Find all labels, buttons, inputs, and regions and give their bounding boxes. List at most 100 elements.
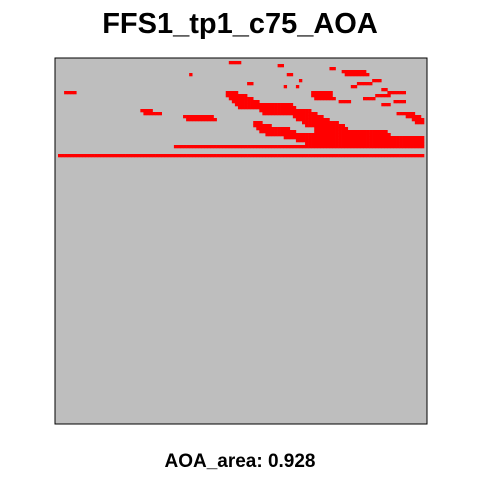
- outside-aoa-cell: [58, 154, 62, 158]
- outside-aoa-cell: [259, 109, 263, 113]
- outside-aoa-cell: [335, 154, 339, 158]
- outside-aoa-cell: [402, 112, 406, 116]
- outside-aoa-cell: [247, 106, 251, 110]
- outside-aoa-cell: [384, 145, 388, 149]
- outside-aoa-cell: [262, 145, 266, 149]
- outside-aoa-cell: [170, 154, 175, 158]
- outside-aoa-cell: [302, 118, 306, 122]
- outside-aoa-cell: [210, 118, 214, 122]
- outside-aoa-cell: [286, 73, 291, 77]
- outside-aoa-cell: [308, 139, 312, 143]
- outside-aoa-cell: [225, 154, 230, 158]
- outside-aoa-cell: [329, 139, 333, 143]
- outside-aoa-cell: [305, 142, 309, 146]
- outside-aoa-cell: [241, 154, 245, 158]
- outside-aoa-cell: [268, 133, 272, 137]
- outside-aoa-cell: [146, 154, 150, 158]
- outside-aoa-cell: [372, 133, 376, 137]
- outside-aoa-cell: [363, 82, 367, 86]
- outside-aoa-cell: [237, 145, 242, 149]
- outside-aoa-cell: [244, 94, 248, 98]
- outside-aoa-cell: [295, 133, 300, 137]
- outside-aoa-cell: [411, 139, 416, 143]
- outside-aoa-cell: [91, 154, 95, 158]
- outside-aoa-cell: [353, 154, 358, 158]
- outside-aoa-cell: [244, 97, 248, 101]
- outside-aoa-cell: [158, 154, 162, 158]
- outside-aoa-cell: [329, 67, 333, 71]
- outside-aoa-cell: [384, 130, 388, 134]
- outside-aoa-cell: [79, 154, 83, 158]
- outside-aoa-cell: [234, 103, 239, 107]
- outside-aoa-cell: [350, 130, 355, 134]
- outside-aoa-cell: [314, 112, 318, 116]
- outside-aoa-cell: [286, 133, 291, 137]
- outside-aoa-cell: [237, 94, 242, 98]
- outside-aoa-cell: [149, 112, 153, 116]
- outside-aoa-cell: [335, 139, 339, 143]
- outside-aoa-cell: [359, 139, 364, 143]
- outside-aoa-cell: [390, 154, 394, 158]
- outside-aoa-cell: [399, 139, 403, 143]
- outside-aoa-cell: [271, 133, 275, 137]
- outside-aoa-cell: [195, 154, 199, 158]
- outside-aoa-cell: [372, 142, 376, 146]
- outside-aoa-cell: [259, 145, 263, 149]
- outside-aoa-cell: [366, 82, 370, 86]
- outside-aoa-cell: [396, 136, 400, 140]
- outside-aoa-cell: [317, 118, 321, 122]
- outside-aoa-cell: [408, 112, 413, 116]
- outside-aoa-cell: [353, 70, 358, 74]
- outside-aoa-cell: [152, 112, 156, 116]
- outside-aoa-cell: [366, 133, 370, 137]
- outside-aoa-cell: [265, 124, 269, 128]
- outside-aoa-cell: [384, 94, 388, 98]
- outside-aoa-cell: [393, 145, 397, 149]
- outside-aoa-cell: [393, 136, 397, 140]
- outside-aoa-cell: [311, 91, 315, 95]
- outside-aoa-cell: [326, 97, 330, 101]
- outside-aoa-cell: [408, 154, 413, 158]
- outside-aoa-cell: [265, 133, 269, 137]
- outside-aoa-cell: [250, 106, 254, 110]
- outside-aoa-cell: [277, 127, 281, 131]
- outside-aoa-cell: [414, 142, 419, 146]
- outside-aoa-cell: [143, 112, 147, 116]
- outside-aoa-cell: [286, 103, 291, 107]
- outside-aoa-cell: [363, 154, 367, 158]
- outside-aoa-cell: [256, 127, 260, 131]
- outside-aoa-cell: [204, 118, 208, 122]
- outside-aoa-cell: [329, 142, 333, 146]
- outside-aoa-cell: [353, 145, 358, 149]
- outside-aoa-cell: [271, 103, 275, 107]
- outside-aoa-cell: [308, 142, 312, 146]
- outside-aoa-cell: [384, 136, 388, 140]
- outside-aoa-cell: [308, 112, 312, 116]
- outside-aoa-cell: [298, 154, 303, 158]
- outside-aoa-cell: [350, 145, 355, 149]
- outside-aoa-cell: [295, 145, 300, 149]
- outside-aoa-cell: [265, 106, 269, 110]
- outside-aoa-cell: [317, 94, 321, 98]
- outside-aoa-cell: [280, 127, 284, 131]
- outside-aoa-cell: [381, 142, 385, 146]
- outside-aoa-cell: [308, 109, 312, 113]
- outside-aoa-cell: [305, 154, 309, 158]
- outside-aoa-cell: [344, 73, 349, 77]
- outside-aoa-cell: [353, 133, 358, 137]
- outside-aoa-cell: [234, 61, 239, 65]
- outside-aoa-cell: [335, 145, 339, 149]
- outside-aoa-cell: [247, 97, 251, 101]
- outside-aoa-cell: [375, 136, 379, 140]
- outside-aoa-cell: [323, 118, 327, 122]
- outside-aoa-cell: [280, 154, 284, 158]
- outside-aoa-cell: [256, 145, 260, 149]
- outside-aoa-cell: [259, 106, 263, 110]
- outside-aoa-cell: [231, 94, 236, 98]
- outside-aoa-cell: [332, 133, 336, 137]
- outside-aoa-cell: [381, 139, 385, 143]
- outside-aoa-cell: [241, 97, 245, 101]
- outside-aoa-cell: [320, 91, 324, 95]
- outside-aoa-cell: [250, 97, 254, 101]
- outside-aoa-cell: [268, 154, 272, 158]
